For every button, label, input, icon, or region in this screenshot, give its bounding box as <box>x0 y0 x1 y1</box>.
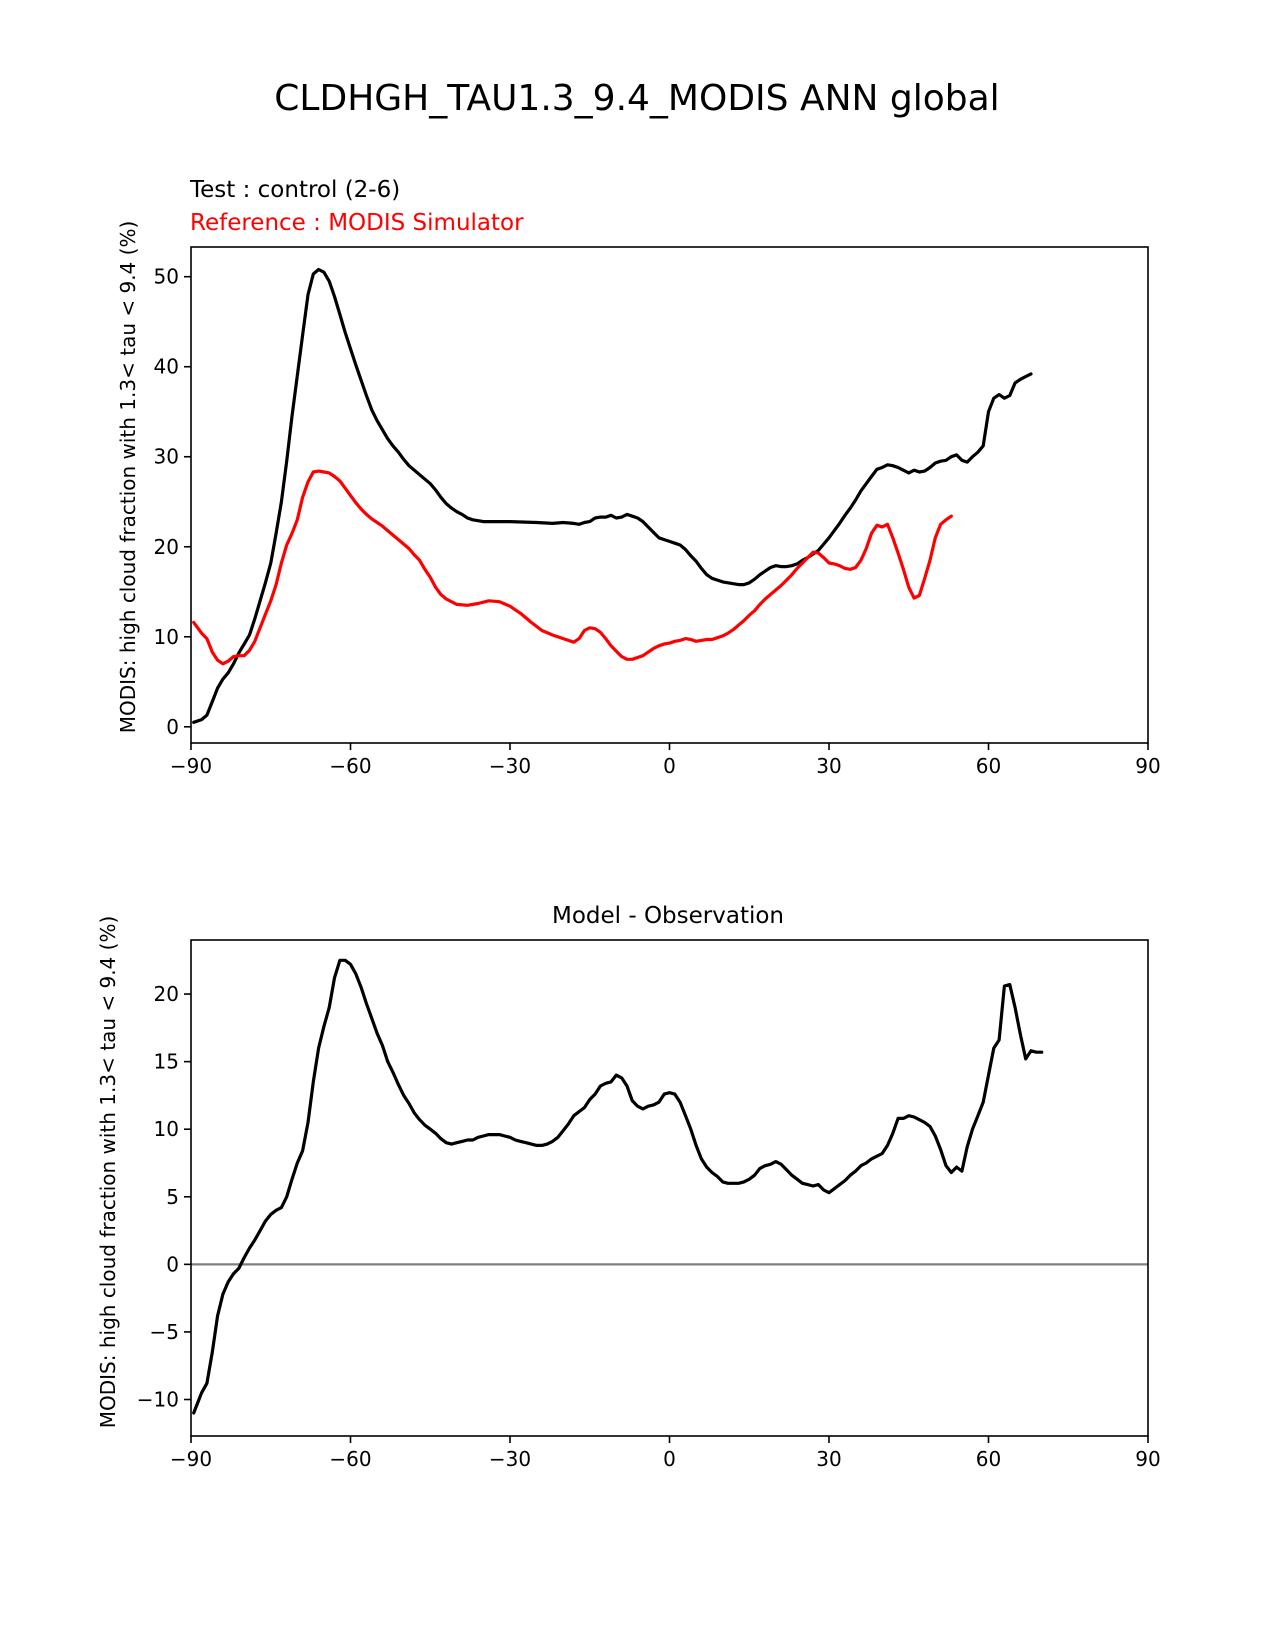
y-tick-label: 10 <box>154 1117 179 1141</box>
bottom-panel-ylabel: MODIS: high cloud fraction with 1.3< tau… <box>96 916 120 1428</box>
series-line-1 <box>192 267 1033 724</box>
y-tick-label: −10 <box>137 1388 179 1412</box>
figure-suptitle: CLDHGH_TAU1.3_9.4_MODIS ANN global <box>274 78 999 119</box>
x-tick-label: −60 <box>329 754 371 778</box>
x-tick-label: −30 <box>489 754 531 778</box>
y-tick-label: 50 <box>154 265 179 289</box>
bottom-plot-area: −90 −60 −30 0 30 60 90 −10 −5 0 5 10 15 20 <box>137 939 1161 1471</box>
x-tick-label: 0 <box>663 754 676 778</box>
y-tick-label: 0 <box>166 1252 179 1276</box>
series-line-1 <box>192 958 1044 1415</box>
y-tick-label: 15 <box>154 1050 179 1074</box>
y-tick-label: 20 <box>154 535 179 559</box>
y-tick-label: −5 <box>150 1320 179 1344</box>
x-tick-label: 30 <box>816 754 841 778</box>
series-line-2 <box>192 469 953 666</box>
x-tick-label: 0 <box>663 1447 676 1471</box>
x-tick-label: 90 <box>1135 754 1160 778</box>
bottom-panel: Model - Observation MODIS: high cloud fr… <box>96 903 1161 1471</box>
x-tick-label: 60 <box>976 754 1001 778</box>
top-panel: Test : control (2-6) Reference : MODIS S… <box>116 177 1161 778</box>
y-tick-label: 10 <box>154 625 179 649</box>
axes-frame <box>190 939 1149 1437</box>
bottom-panel-title: Model - Observation <box>552 903 784 929</box>
axes-frame <box>190 246 1149 744</box>
x-tick-label: 90 <box>1135 1447 1160 1471</box>
y-tick-label: 20 <box>154 982 179 1006</box>
x-tick-label: −90 <box>170 1447 212 1471</box>
top-panel-reference-label: Reference : MODIS Simulator <box>190 210 524 236</box>
x-tick-label: −30 <box>489 1447 531 1471</box>
top-panel-ylabel: MODIS: high cloud fraction with 1.3< tau… <box>116 221 140 733</box>
x-tick-label: −60 <box>329 1447 371 1471</box>
y-tick-label: 30 <box>154 445 179 469</box>
top-panel-test-label: Test : control (2-6) <box>189 177 400 203</box>
x-tick-label: 60 <box>976 1447 1001 1471</box>
top-plot-area: −90 −60 −30 0 30 60 90 0 10 20 30 40 50 <box>154 246 1161 778</box>
x-tick-label: 30 <box>816 1447 841 1471</box>
y-tick-label: 5 <box>166 1185 179 1209</box>
x-tick-label: −90 <box>170 754 212 778</box>
y-tick-label: 40 <box>154 355 179 379</box>
y-tick-label: 0 <box>166 715 179 739</box>
